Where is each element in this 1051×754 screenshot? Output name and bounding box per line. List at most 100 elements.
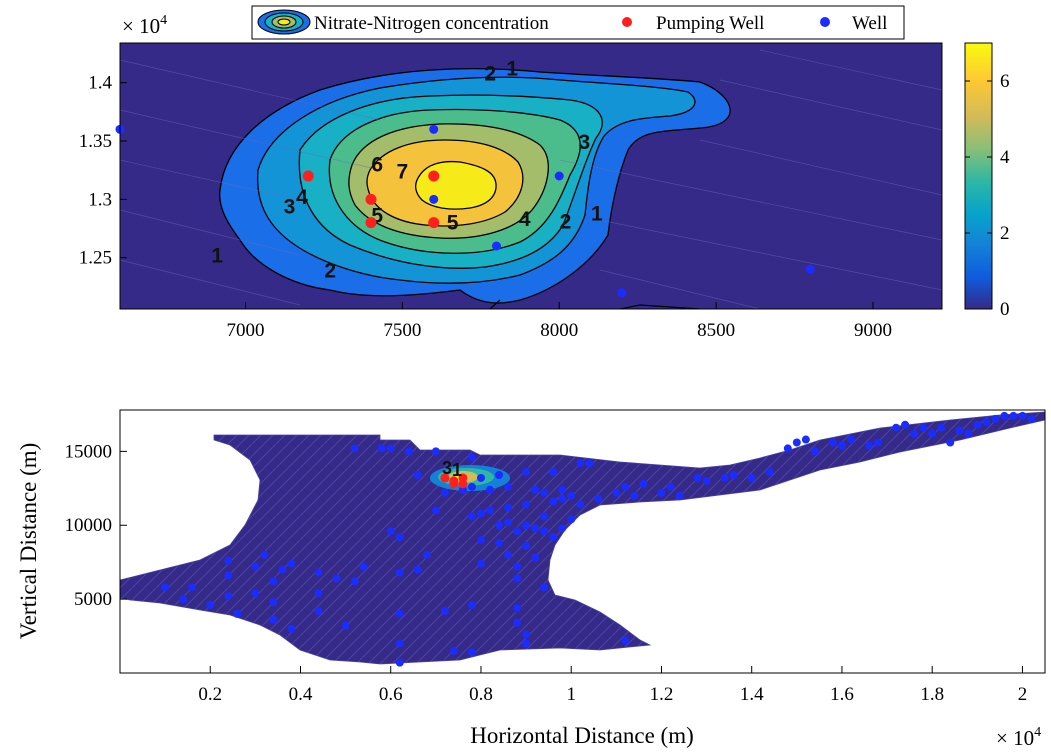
well-point xyxy=(467,482,476,491)
well-point xyxy=(865,441,874,450)
well-point xyxy=(567,515,576,524)
pumping-well-point xyxy=(365,193,377,205)
legend-label-well: Well xyxy=(852,13,887,34)
colorbar-tick-label: 2 xyxy=(1000,223,1010,244)
contour-label: 2 xyxy=(484,62,496,85)
contour-label: 6 xyxy=(371,153,383,176)
top-x-tick-label: 9000 xyxy=(854,320,892,341)
top-x-tick-label: 7000 xyxy=(226,320,264,341)
contour-label: 3 xyxy=(578,131,590,154)
well-point xyxy=(476,509,485,518)
well-point xyxy=(792,438,801,447)
well-point xyxy=(350,444,359,453)
bottom-x-tick-label: 2 xyxy=(1018,684,1028,705)
bottom-x-tick-label: 1 xyxy=(566,684,576,705)
top-y-tick-label: 1.25 xyxy=(79,248,112,269)
bottom-y-ticks: 5000 10000 15000 xyxy=(65,441,127,610)
pumping-well-point xyxy=(302,170,314,182)
well-point xyxy=(617,288,627,298)
well-point xyxy=(928,429,937,438)
well-point xyxy=(513,618,522,627)
well-point xyxy=(531,524,540,533)
top-x-tick-label: 7500 xyxy=(383,320,421,341)
bottom-x-tick-label: 1.8 xyxy=(920,684,944,705)
contour-label: 5 xyxy=(447,212,459,235)
well-point xyxy=(828,438,837,447)
well-point xyxy=(429,194,439,204)
well-point xyxy=(702,476,711,485)
well-point xyxy=(540,583,549,592)
well-point xyxy=(429,124,439,134)
well-point xyxy=(693,473,702,482)
well-point xyxy=(467,601,476,610)
well-point xyxy=(251,562,260,571)
well-point xyxy=(404,447,413,456)
well-point xyxy=(910,429,919,438)
bottom-well-points xyxy=(161,411,1036,667)
well-point xyxy=(269,615,278,624)
well-point xyxy=(278,565,287,574)
well-point xyxy=(395,568,404,577)
legend: Nitrate-Nitrogen concentration Pumping W… xyxy=(251,5,905,40)
well-point xyxy=(522,521,531,530)
well-point xyxy=(558,524,567,533)
aquifer-domain xyxy=(120,411,1045,665)
well-point xyxy=(549,533,558,542)
svg-text:1: 1 xyxy=(452,460,462,480)
well-point xyxy=(549,468,558,477)
well-point xyxy=(504,518,513,527)
well-point xyxy=(1009,411,1018,420)
well-point xyxy=(549,497,558,506)
well-point xyxy=(765,468,774,477)
well-point xyxy=(395,533,404,542)
well-point xyxy=(350,577,359,586)
well-point xyxy=(476,473,485,482)
well-point xyxy=(567,491,576,500)
top-well-points xyxy=(115,124,815,298)
well-point xyxy=(467,453,476,462)
top-y-tick-label: 1.4 xyxy=(88,73,112,94)
well-point xyxy=(395,609,404,618)
pumping-well-point xyxy=(428,217,440,229)
colorbar-tick-label: 0 xyxy=(1000,299,1010,320)
well-point xyxy=(964,429,973,438)
well-point xyxy=(413,565,422,574)
well-point xyxy=(179,595,188,604)
well-point xyxy=(467,648,476,657)
colorbar-ticks: 0 2 4 6 xyxy=(965,71,1010,320)
well-point xyxy=(513,603,522,612)
well-point xyxy=(973,420,982,429)
bottom-x-ticks: 0.2 0.4 0.6 0.8 1 1.2 1.4 1.6 1.8 2 xyxy=(198,666,1027,705)
well-point xyxy=(874,438,883,447)
well-point xyxy=(467,512,476,521)
well-point xyxy=(359,562,368,571)
top-x-tick-label: 8000 xyxy=(540,320,578,341)
legend-marker-pumping-well xyxy=(622,17,632,27)
well-point xyxy=(269,577,278,586)
well-point xyxy=(846,435,855,444)
well-point xyxy=(440,606,449,615)
well-point xyxy=(540,512,549,521)
well-point xyxy=(287,559,296,568)
well-point xyxy=(612,488,621,497)
pumping-well-point xyxy=(428,170,440,182)
top-y-tick-label: 1.3 xyxy=(88,189,112,210)
well-point xyxy=(422,550,431,559)
bottom-x-tick-label: 0.6 xyxy=(379,684,403,705)
well-point xyxy=(504,550,513,559)
bottom-x-tick-label: 0.8 xyxy=(469,684,493,705)
well-point xyxy=(522,541,531,550)
well-point xyxy=(657,488,666,497)
well-point xyxy=(805,264,815,274)
contour-label: 1 xyxy=(506,58,518,81)
legend-contour-icon xyxy=(257,9,311,35)
well-point xyxy=(431,447,440,456)
pumping-well-point xyxy=(440,473,450,483)
well-point xyxy=(332,574,341,583)
well-point xyxy=(540,527,549,536)
well-point xyxy=(522,630,531,639)
colorbar-tick-label: 4 xyxy=(1000,147,1010,168)
well-point xyxy=(513,562,522,571)
well-point xyxy=(729,471,738,480)
